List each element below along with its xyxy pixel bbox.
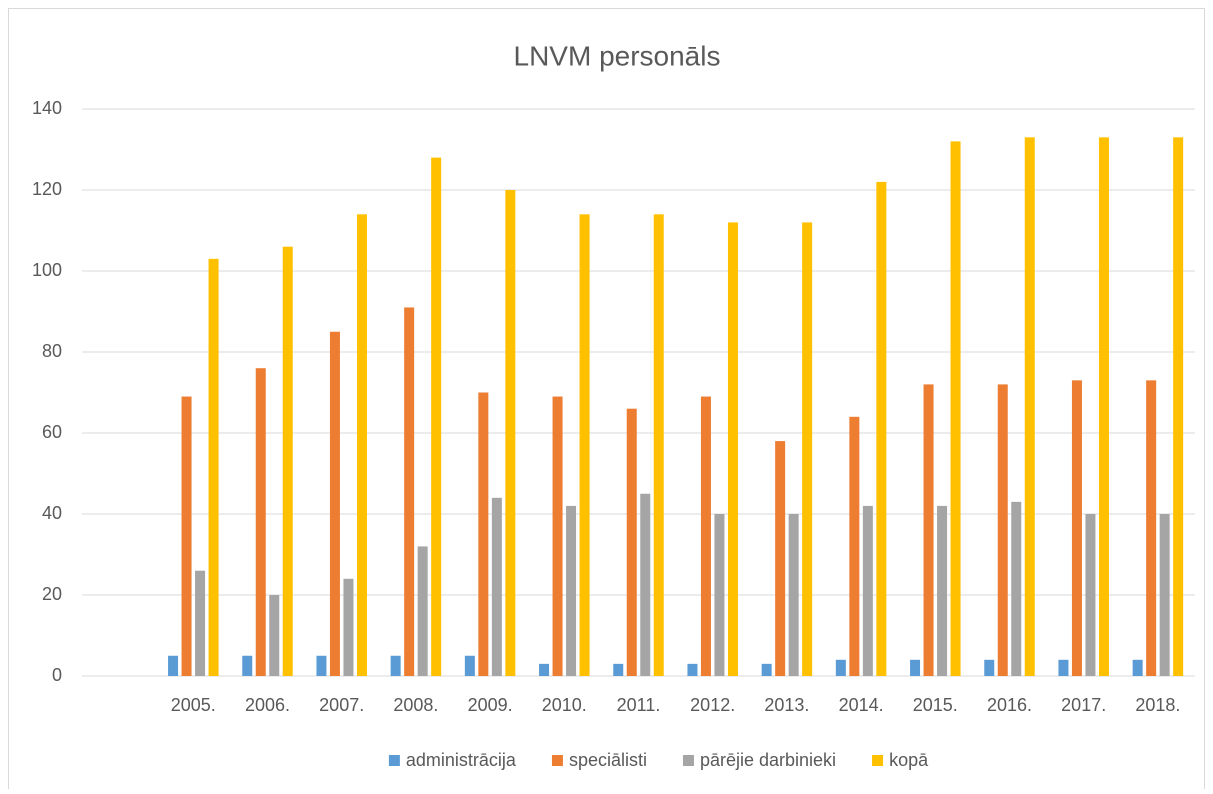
bar <box>849 416 860 676</box>
bar <box>208 258 219 676</box>
bar <box>653 214 664 677</box>
bar <box>910 659 921 676</box>
bar <box>687 663 698 676</box>
bar <box>566 505 577 676</box>
bar <box>168 655 179 676</box>
bar <box>1085 514 1096 676</box>
bar <box>390 655 401 676</box>
legend-label: administrācija <box>406 750 517 770</box>
bar <box>329 331 340 676</box>
bar <box>356 214 367 677</box>
bar <box>491 497 502 676</box>
bar <box>282 246 293 676</box>
bar <box>1146 380 1157 676</box>
bar <box>1024 137 1035 677</box>
bar <box>404 307 415 676</box>
y-tick-label: 100 <box>32 260 62 280</box>
legend-swatch <box>682 755 694 766</box>
x-tick-label: 2017. <box>1061 695 1106 715</box>
bar <box>775 441 786 676</box>
bar <box>761 663 772 676</box>
bar <box>727 222 738 676</box>
bar <box>539 663 550 676</box>
bar <box>505 190 516 676</box>
x-tick-label: 2008. <box>393 695 438 715</box>
bar <box>997 384 1008 676</box>
bar <box>950 141 961 676</box>
y-tick-label: 0 <box>52 665 62 685</box>
bar <box>802 222 813 676</box>
bar <box>343 578 354 676</box>
bar <box>1159 514 1170 676</box>
bar <box>316 655 327 676</box>
bar <box>181 396 192 676</box>
x-tick-label: 2013. <box>764 695 809 715</box>
x-tick-label: 2016. <box>987 695 1032 715</box>
x-tick-label: 2014. <box>839 695 884 715</box>
bar <box>579 214 590 677</box>
bar <box>255 368 266 676</box>
bar <box>464 655 475 676</box>
bar <box>552 396 563 676</box>
bar <box>269 595 280 676</box>
legend-swatch <box>872 755 884 766</box>
legend-swatch <box>388 755 400 766</box>
bar <box>626 408 637 676</box>
legend-label: kopā <box>889 750 929 770</box>
y-tick-label: 60 <box>42 422 62 442</box>
bar <box>1071 380 1082 676</box>
bar <box>613 663 624 676</box>
bar <box>640 493 651 676</box>
x-tick-label: 2012. <box>690 695 735 715</box>
bar <box>1132 659 1143 676</box>
y-tick-label: 80 <box>42 341 62 361</box>
y-tick-label: 20 <box>42 584 62 604</box>
bar <box>788 514 799 676</box>
bar <box>984 659 995 676</box>
bar <box>835 659 846 676</box>
x-tick-label: 2005. <box>171 695 216 715</box>
x-tick-label: 2009. <box>468 695 513 715</box>
bar <box>1098 137 1109 677</box>
bar <box>700 396 711 676</box>
legend-label: speciālisti <box>569 750 647 770</box>
x-tick-label: 2011. <box>617 695 661 715</box>
y-tick-label: 120 <box>32 179 62 199</box>
bar <box>714 514 725 676</box>
x-tick-label: 2015. <box>913 695 958 715</box>
bar <box>478 392 489 676</box>
chart-title: LNVM personāls <box>514 40 721 71</box>
bar <box>862 505 873 676</box>
x-tick-label: 2006. <box>245 695 290 715</box>
bar <box>431 157 442 677</box>
bar <box>1011 501 1022 676</box>
x-tick-label: 2007. <box>319 695 364 715</box>
y-tick-label: 40 <box>42 503 62 523</box>
bar <box>923 384 934 676</box>
bar <box>417 546 428 676</box>
bar <box>937 505 948 676</box>
legend-label: pārējie darbinieki <box>700 750 836 770</box>
legend-swatch <box>551 755 563 766</box>
bar <box>195 570 206 676</box>
bar <box>242 655 253 676</box>
bar <box>876 181 887 676</box>
bar <box>1173 137 1184 677</box>
y-tick-label: 140 <box>32 98 62 118</box>
x-tick-label: 2010. <box>542 695 587 715</box>
bar <box>1058 659 1069 676</box>
x-tick-label: 2018. <box>1135 695 1180 715</box>
